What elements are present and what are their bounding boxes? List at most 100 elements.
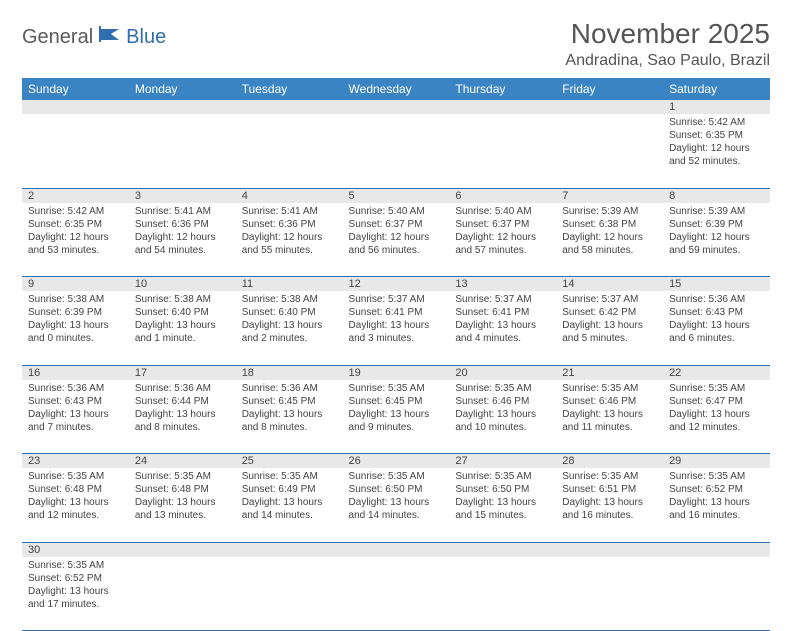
day-cell: Sunrise: 5:38 AMSunset: 6:39 PMDaylight:…: [22, 291, 129, 365]
day-number: 6: [449, 188, 556, 203]
day-cell: [236, 114, 343, 188]
sunrise-text: Sunrise: 5:36 AM: [242, 382, 337, 395]
sunset-text: Sunset: 6:37 PM: [455, 218, 550, 231]
day-cell: Sunrise: 5:36 AMSunset: 6:43 PMDaylight:…: [22, 380, 129, 454]
daylight-text: Daylight: 13 hours and 4 minutes.: [455, 319, 550, 345]
daylight-text: Daylight: 13 hours and 15 minutes.: [455, 496, 550, 522]
day-cell: [449, 557, 556, 631]
day-cell: Sunrise: 5:40 AMSunset: 6:37 PMDaylight:…: [343, 203, 450, 277]
day-cell: Sunrise: 5:42 AMSunset: 6:35 PMDaylight:…: [663, 114, 770, 188]
daylight-text: Daylight: 12 hours and 57 minutes.: [455, 231, 550, 257]
week-row: Sunrise: 5:38 AMSunset: 6:39 PMDaylight:…: [22, 291, 770, 365]
location-text: Andradina, Sao Paulo, Brazil: [565, 52, 770, 70]
sunrise-text: Sunrise: 5:35 AM: [242, 470, 337, 483]
day-number: 21: [556, 365, 663, 380]
day-cell: Sunrise: 5:36 AMSunset: 6:45 PMDaylight:…: [236, 380, 343, 454]
sunrise-text: Sunrise: 5:41 AM: [242, 205, 337, 218]
day-cell: Sunrise: 5:35 AMSunset: 6:46 PMDaylight:…: [556, 380, 663, 454]
week-row: Sunrise: 5:35 AM Sunset: 6:48 PM Daylight:…: [22, 468, 770, 542]
sunset-text: Sunset: 6:41 PM: [349, 306, 444, 319]
title-block: November 2025 Andradina, Sao Paulo, Braz…: [565, 18, 770, 70]
sunrise-text: Sunrise: 5:38 AM: [28, 293, 123, 306]
daylight-text: Daylight: 12 hours and 54 minutes.: [135, 231, 230, 257]
day-number: 8: [663, 188, 770, 203]
sunrise-text: Sunrise: 5:41 AM: [135, 205, 230, 218]
day-cell: Sunrise: 5:39 AMSunset: 6:39 PMDaylight:…: [663, 203, 770, 277]
sunset-text: Sunset: 6:45 PM: [349, 395, 444, 408]
sunset-text: Sunset: 6:42 PM: [562, 306, 657, 319]
day-cell: [129, 114, 236, 188]
sunrise-text: Sunrise: 5:35 AM: [455, 470, 550, 483]
daylight-text: Daylight: 13 hours and 14 minutes.: [242, 496, 337, 522]
day-cell: Sunrise: 5:37 AMSunset: 6:42 PMDaylight:…: [556, 291, 663, 365]
day-number: 19: [343, 365, 450, 380]
page-title: November 2025: [565, 18, 770, 50]
sunset-text: Sunset: 6:36 PM: [242, 218, 337, 231]
day-cell: Sunrise: 5:41 AMSunset: 6:36 PMDaylight:…: [236, 203, 343, 277]
sunset-text: Sunset: 6:43 PM: [28, 395, 123, 408]
day-cell: [343, 557, 450, 631]
day-number: 29: [663, 454, 770, 469]
day-number: 20: [449, 365, 556, 380]
daylight-text: Daylight: 13 hours and 8 minutes.: [242, 408, 337, 434]
day-cell: Sunrise: 5:35 AMSunset: 6:48 PMDaylight:…: [22, 468, 129, 542]
sunrise-text: Sunrise: 5:36 AM: [28, 382, 123, 395]
day-cell: Sunrise: 5:41 AMSunset: 6:36 PMDaylight:…: [129, 203, 236, 277]
daylight-text: Daylight: 13 hours and 17 minutes.: [28, 585, 123, 611]
day-cell: Sunrise: 5:35 AMSunset: 6:50 PMDaylight:…: [449, 468, 556, 542]
sunset-text: Sunset: 6:36 PM: [135, 218, 230, 231]
day-number-row: 2345678: [22, 188, 770, 203]
sunrise-text: Sunrise: 5:35 AM: [28, 559, 123, 572]
day-header: Tuesday: [236, 78, 343, 100]
sunrise-text: Sunrise: 5:35 AM: [135, 470, 230, 483]
sunrise-text: Sunrise: 5:40 AM: [455, 205, 550, 218]
day-number: 9: [22, 277, 129, 292]
sunrise-text: Sunrise: 5:38 AM: [135, 293, 230, 306]
day-header: Wednesday: [343, 78, 450, 100]
daylight-text: Daylight: 12 hours and 56 minutes.: [349, 231, 444, 257]
daylight-text: Daylight: 13 hours and 1 minute.: [135, 319, 230, 345]
sunset-text: Sunset: 6:43 PM: [669, 306, 764, 319]
sunset-text: Sunset: 6:44 PM: [135, 395, 230, 408]
day-cell: Sunrise: 5:38 AMSunset: 6:40 PMDaylight:…: [236, 291, 343, 365]
day-number: 7: [556, 188, 663, 203]
calendar-table: Sunday Monday Tuesday Wednesday Thursday…: [22, 78, 770, 631]
sunset-text: Sunset: 6:48 PM: [28, 483, 123, 496]
day-number-row: 30: [22, 542, 770, 557]
week-row: Sunrise: 5:42 AMSunset: 6:35 PMDaylight:…: [22, 114, 770, 188]
day-number: 30: [22, 542, 129, 557]
flag-icon: [99, 26, 121, 47]
week-row: Sunrise: 5:42 AMSunset: 6:35 PMDaylight:…: [22, 203, 770, 277]
daylight-text: Daylight: 12 hours and 55 minutes.: [242, 231, 337, 257]
day-number-row: 9101112131415: [22, 277, 770, 292]
sunrise-text: Sunrise: 5:35 AM: [669, 382, 764, 395]
sunset-text: Sunset: 6:50 PM: [455, 483, 550, 496]
sunrise-text: Sunrise: 5:38 AM: [242, 293, 337, 306]
daylight-text: Daylight: 13 hours and 3 minutes.: [349, 319, 444, 345]
day-cell: Sunrise: 5:35 AMSunset: 6:52 PMDaylight:…: [22, 557, 129, 631]
sunrise-text: Sunrise: 5:35 AM: [562, 382, 657, 395]
day-number: [343, 100, 450, 114]
sunset-text: Sunset: 6:35 PM: [669, 129, 764, 142]
day-number: [449, 100, 556, 114]
sunrise-text: Sunrise: 5:36 AM: [669, 293, 764, 306]
day-number: 17: [129, 365, 236, 380]
day-number: [449, 542, 556, 557]
sunset-text: Sunset: 6:52 PM: [669, 483, 764, 496]
sunrise-text: Sunrise: 5:37 AM: [455, 293, 550, 306]
day-number: 2: [22, 188, 129, 203]
day-cell: Sunrise: 5:42 AMSunset: 6:35 PMDaylight:…: [22, 203, 129, 277]
day-number-row: 1: [22, 100, 770, 114]
daylight-text: Daylight: 13 hours and 7 minutes.: [28, 408, 123, 434]
day-header: Monday: [129, 78, 236, 100]
sunrise-text: Sunrise: 5:40 AM: [349, 205, 444, 218]
day-cell: [236, 557, 343, 631]
day-number: 14: [556, 277, 663, 292]
sunset-text: Sunset: 6:46 PM: [562, 395, 657, 408]
day-number: [236, 542, 343, 557]
day-number: 22: [663, 365, 770, 380]
sunset-text: Sunset: 6:39 PM: [28, 306, 123, 319]
day-number: 4: [236, 188, 343, 203]
daylight-text: Daylight: 13 hours and 16 minutes.: [562, 496, 657, 522]
day-number: [663, 542, 770, 557]
